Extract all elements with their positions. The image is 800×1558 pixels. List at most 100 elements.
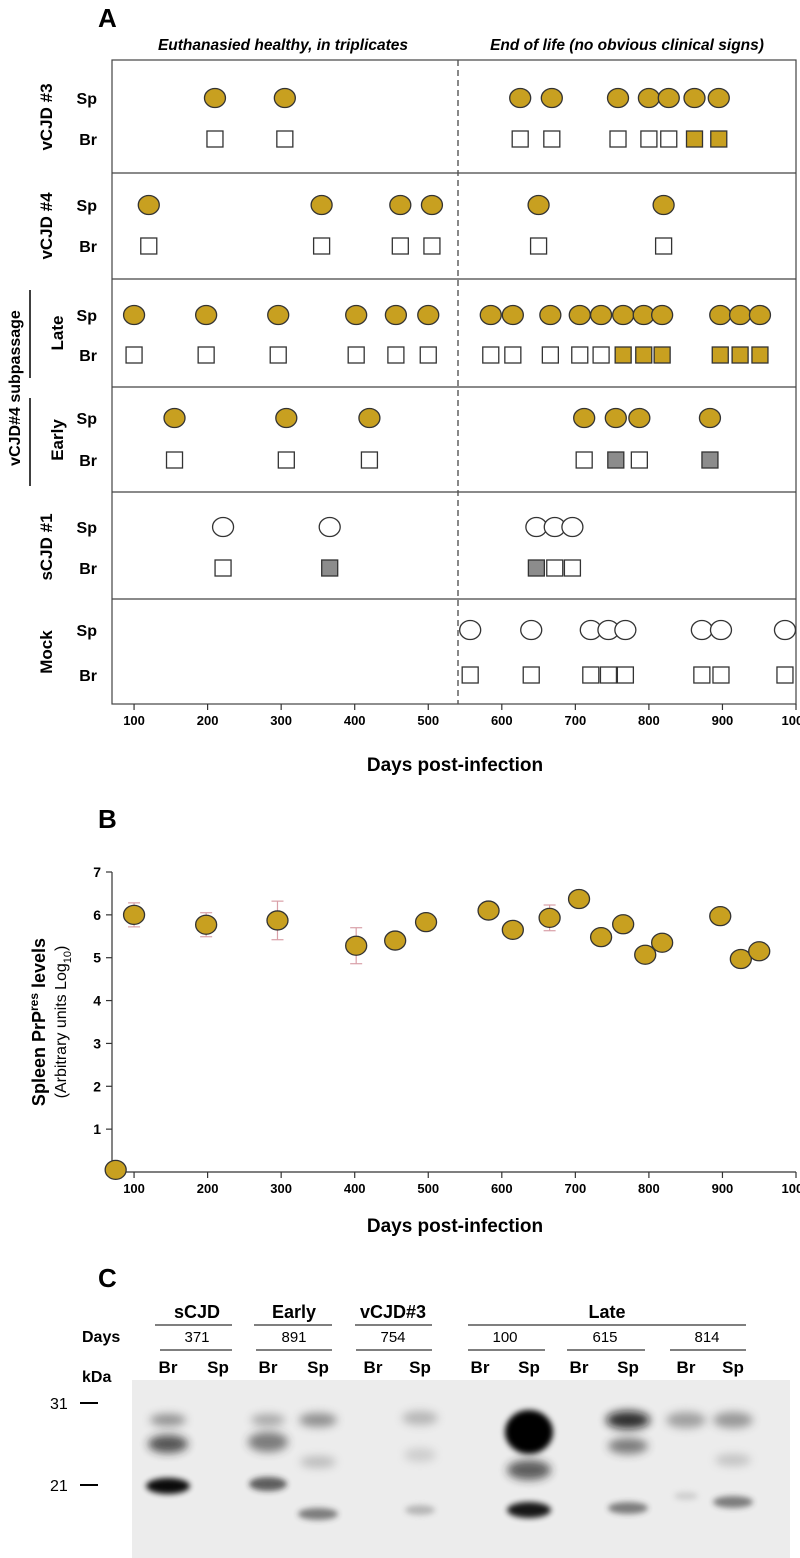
spleen-marker — [479, 304, 502, 326]
spleen-prp-point — [567, 888, 591, 910]
x-tick-label: 200 — [197, 1181, 219, 1196]
x-tick-label: 800 — [638, 1181, 660, 1196]
spleen-prp-point — [650, 932, 674, 953]
brain-marker — [711, 346, 729, 364]
row-name-scjd1: sCJD #1 — [37, 513, 56, 580]
y-tick-label: 4 — [93, 993, 101, 1009]
x-tick-label: 400 — [344, 713, 366, 728]
panel-b-y-axis-subtitle: (Arbitrary units Log10) — [53, 946, 74, 1099]
spleen-marker — [728, 304, 752, 326]
spleen-prp-point — [538, 907, 561, 929]
blot-band — [674, 1492, 698, 1500]
end-of-life-header: End of life (no obvious clinical signs) — [490, 37, 764, 54]
x-tick-label: 900 — [712, 1181, 734, 1196]
spleen-prp-point — [384, 930, 407, 951]
brain-marker — [527, 559, 546, 577]
blot-band — [608, 1502, 648, 1514]
x-tick-label: 300 — [270, 1181, 292, 1196]
brain-marker — [653, 346, 671, 364]
spleen-marker — [211, 516, 235, 538]
group-label-vcjd3: vCJD#3 — [360, 1302, 426, 1322]
spleen-prp-point — [729, 948, 752, 970]
days-value: 371 — [184, 1329, 209, 1346]
days-value: 100 — [492, 1329, 517, 1346]
brain-marker — [701, 451, 719, 469]
spleen-marker — [275, 407, 298, 429]
spleen-marker — [194, 304, 218, 326]
panel-a-label: A — [98, 3, 117, 33]
spleen-prp-point — [612, 914, 635, 935]
y-tick-label: 5 — [93, 950, 101, 966]
brain-marker — [635, 346, 653, 364]
spleen-marker — [137, 194, 160, 216]
brain-marker — [571, 346, 589, 364]
br-label: Br — [79, 132, 97, 149]
brain-marker — [751, 346, 769, 364]
marker-21-label: 21 — [50, 1478, 68, 1495]
lane-label: Br — [677, 1358, 696, 1377]
blot-band — [146, 1478, 190, 1494]
brain-marker — [511, 130, 529, 148]
brain-marker — [214, 559, 232, 577]
spleen-marker — [637, 87, 661, 109]
brain-marker — [616, 666, 635, 684]
brain-marker — [731, 346, 749, 364]
x-tick-label: 700 — [565, 1181, 587, 1196]
spleen-marker — [683, 87, 706, 109]
panel-a-x-axis-title: Days post-infection — [367, 755, 543, 776]
x-tick-label: 500 — [417, 713, 439, 728]
brain-marker — [277, 451, 295, 469]
spleen-marker — [122, 304, 146, 326]
spleen-marker — [267, 304, 290, 326]
panel-b-label: B — [98, 804, 117, 834]
lane-label: Br — [364, 1358, 383, 1377]
spleen-marker — [520, 619, 543, 641]
brain-marker — [360, 451, 379, 469]
panel-a-frame — [111, 59, 797, 705]
spleen-marker — [589, 304, 613, 326]
spleen-marker — [612, 304, 635, 326]
lane-label: Br — [159, 1358, 178, 1377]
brain-marker — [347, 346, 365, 364]
x-tick-label: 1000 — [782, 1181, 800, 1196]
blot-band — [150, 1414, 186, 1426]
days-value: 891 — [281, 1329, 306, 1346]
row-name-late: Late — [48, 316, 67, 351]
spleen-marker — [561, 516, 584, 538]
panel-a-x-axis: 100 200 300 400 500 600 700 800 900 1000 — [123, 704, 800, 728]
spleen-marker — [657, 87, 680, 109]
spleen-prp-point — [748, 941, 771, 962]
spleen-marker — [509, 87, 532, 109]
spleen-marker — [707, 87, 730, 109]
spleen-marker — [384, 304, 408, 326]
brain-marker — [206, 130, 224, 148]
blot-band — [715, 1454, 751, 1466]
row-name-mock: Mock — [37, 630, 56, 674]
blot-band — [606, 1411, 650, 1429]
brain-marker — [543, 130, 561, 148]
spleen-marker — [310, 194, 333, 216]
x-tick-label: 900 — [712, 713, 734, 728]
y-tick-label: 6 — [93, 907, 101, 923]
brain-marker — [654, 237, 673, 255]
spleen-marker — [358, 407, 381, 429]
brain-marker — [529, 237, 548, 255]
spleen-marker — [459, 619, 482, 641]
x-tick-label: 600 — [491, 713, 513, 728]
brain-marker — [582, 666, 600, 684]
x-tick-label: 100 — [123, 1181, 145, 1196]
spleen-marker — [539, 304, 562, 326]
row-late-labels: Sp Br Late — [48, 308, 97, 365]
spleen-prp-point — [266, 910, 289, 931]
spleen-marker — [417, 304, 440, 326]
blot-band — [299, 1413, 337, 1427]
blot-band — [608, 1438, 648, 1454]
spleen-marker — [527, 194, 550, 216]
days-value: 814 — [694, 1329, 719, 1346]
brain-marker — [710, 130, 728, 148]
brain-marker — [197, 346, 215, 364]
spleen-prp-point — [122, 904, 146, 926]
group-label-scjd: sCJD — [174, 1302, 220, 1322]
blot-band — [405, 1505, 435, 1515]
kda-label: kDa — [82, 1369, 111, 1386]
